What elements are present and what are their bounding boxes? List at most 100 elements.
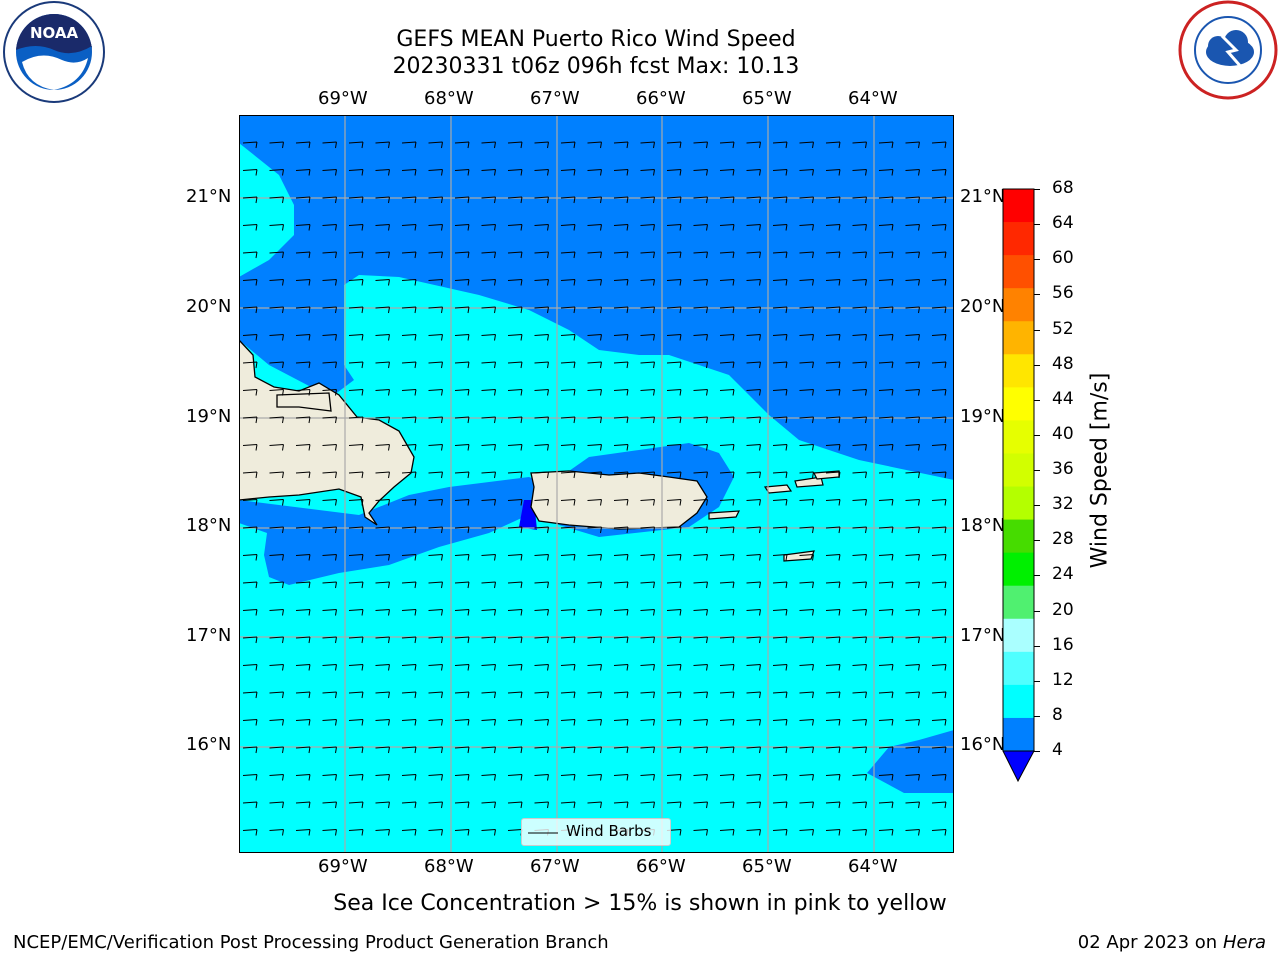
wind-barb (852, 499, 867, 506)
wind-barb (825, 251, 841, 259)
wind-barb (269, 801, 284, 809)
wind-barb (746, 499, 761, 506)
wind-barb (613, 279, 629, 286)
wind-barb (428, 664, 443, 671)
wind-barb (693, 279, 708, 286)
wind-barb (507, 801, 523, 809)
wind-barb (560, 141, 576, 149)
wind-barb (905, 554, 920, 561)
colorbar-segment (1003, 453, 1034, 488)
wind-barb (772, 691, 788, 699)
colorbar-tick-label: 48 (1052, 353, 1074, 374)
wind-barb (375, 416, 390, 424)
wind-barb (322, 306, 337, 314)
wind-barb (931, 471, 947, 479)
wind-barb (852, 691, 867, 699)
lon-tick-top-67: 67°W (530, 88, 580, 109)
wind-barb (401, 746, 417, 754)
wind-barb (454, 719, 470, 726)
virgin-islands (708, 470, 840, 562)
wind-barb (772, 196, 788, 204)
wind-barb (401, 664, 417, 671)
wind-barb (905, 471, 920, 479)
wind-barb (746, 196, 761, 204)
lon-tick-bottom-68: 68°W (424, 856, 474, 877)
noaa-logo-icon: NOAA (3, 1, 105, 103)
wind-barb (507, 141, 523, 149)
wind-barb (401, 279, 417, 286)
wind-barb (613, 224, 629, 231)
wind-barb (560, 636, 576, 644)
wind-barb (507, 609, 523, 616)
wind-barb (534, 609, 549, 616)
wind-barb (348, 306, 364, 314)
wind-barb (560, 251, 576, 259)
wind-barb (428, 774, 443, 781)
wind-barb (401, 581, 417, 589)
wind-barb (507, 224, 523, 231)
wind-barb (693, 829, 708, 836)
wind-barb (269, 746, 284, 754)
wind-barb (666, 774, 682, 781)
wind-barb (746, 334, 761, 341)
wind-barb (428, 554, 443, 561)
wind-barb (613, 499, 629, 506)
wind-barb (905, 774, 920, 781)
wind-barb (746, 306, 761, 314)
wind-barb (560, 526, 576, 534)
wind-barb (746, 746, 761, 754)
wind-barb (640, 196, 655, 204)
footer-date-text: 02 Apr 2023 on (1077, 932, 1223, 953)
wind-barb (587, 306, 602, 314)
wind-barb (348, 636, 364, 644)
wind-barb (295, 361, 311, 369)
wind-barb (931, 389, 947, 396)
wind-barb (322, 691, 337, 699)
wind-barb (454, 499, 470, 506)
wind-barb (878, 746, 894, 754)
wind-barb (587, 224, 602, 231)
wind-barb (852, 444, 867, 451)
wind-barb (719, 719, 735, 726)
wind-barb (640, 774, 655, 781)
colorbar-tick-mark (1034, 399, 1040, 401)
wind-barb (613, 389, 629, 396)
colorbar-tick-label: 12 (1052, 669, 1074, 690)
wind-barb (931, 691, 947, 699)
wind-barb (269, 306, 284, 314)
lat-tick-right-18: 18°N (960, 515, 1006, 536)
wind-barb (454, 829, 470, 836)
wind-barb (295, 719, 311, 726)
wind-barb (905, 251, 920, 259)
wind-barb (428, 609, 443, 616)
wind-barb (375, 526, 390, 534)
wind-barb (560, 746, 576, 754)
colorbar-tick-mark (1034, 224, 1040, 226)
wind-barb (534, 389, 549, 396)
wind-barb (242, 499, 258, 506)
wind-barb (693, 636, 708, 644)
wind-barb (746, 416, 761, 424)
wind-barb (295, 746, 311, 754)
wind-barb (242, 306, 258, 314)
chart-subtitle: 20230331 t06z 096h fcst Max: 10.13 (392, 54, 800, 79)
lon-tick-top-68: 68°W (424, 88, 474, 109)
wind-barb (534, 251, 549, 259)
wind-barb (454, 581, 470, 589)
wind-barb (640, 691, 655, 699)
wind-barb (534, 801, 549, 809)
colorbar-tick-label: 16 (1052, 634, 1074, 655)
wind-barb (428, 251, 443, 259)
wind-barb (242, 719, 258, 726)
colorbar-under-triangle (1002, 750, 1035, 783)
wind-barb (375, 251, 390, 259)
wind-barb (348, 691, 364, 699)
wind-barb (428, 444, 443, 451)
wind-barb (428, 801, 443, 809)
wind-barb (322, 526, 337, 534)
wind-barb (428, 581, 443, 589)
wind-barb (693, 361, 708, 369)
wind-barb (428, 719, 443, 726)
wind-barb (401, 169, 417, 176)
colorbar-segment (1003, 222, 1034, 256)
